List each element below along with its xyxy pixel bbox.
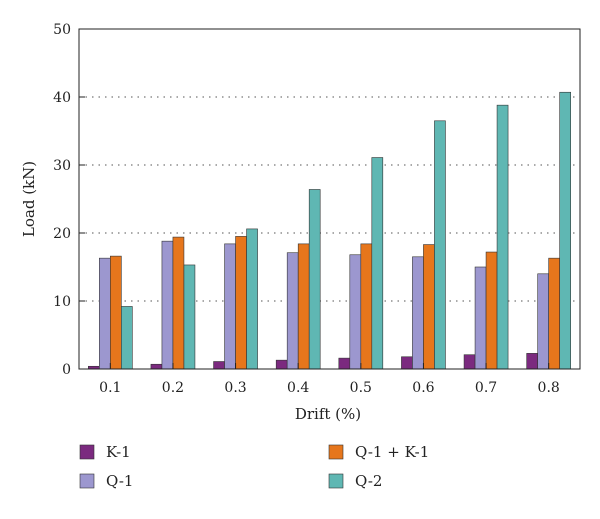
bar-q-2-0.7: [496, 104, 509, 370]
x-tick-label: 0.5: [350, 380, 372, 396]
y-axis-ticks: 0 10 20 30 40 50: [53, 22, 85, 378]
x-tick-label: 0.2: [162, 380, 184, 396]
bar-q-1-0.6: [412, 256, 424, 370]
x-axis-ticks: 0.1 0.2 0.3 0.4 0.5 0.6 0.7 0.8: [99, 363, 560, 396]
y-tick-label: 10: [53, 294, 71, 310]
legend-swatch: [79, 444, 95, 460]
bar-q-1-k-1-0.6: [423, 244, 435, 370]
bar-q-1-k-1-0.5: [360, 243, 373, 370]
legend-swatch: [328, 444, 344, 460]
x-tick-label: 0.8: [538, 380, 560, 396]
bar-q-1-0.7: [474, 266, 487, 370]
bar-q-1-k-1-0.2: [172, 236, 185, 370]
bar-q-2-0.4: [308, 189, 321, 370]
bar-k-1-0.2: [150, 363, 163, 370]
y-axis-label: Load (kN): [20, 161, 38, 237]
bar-q-2-0.6: [434, 120, 446, 370]
bar-q-2-0.5: [371, 157, 384, 370]
bar-k-1-0.7: [463, 354, 476, 370]
x-tick-label: 0.4: [287, 380, 309, 396]
y-tick-label: 0: [62, 362, 71, 378]
bar-k-1-0.4: [275, 359, 288, 370]
x-tick-label: 0.1: [99, 380, 121, 396]
y-tick-label: 50: [53, 22, 71, 38]
bar-q-1-0.2: [161, 240, 174, 370]
bar-k-1-0.8: [526, 353, 538, 370]
bar-q-1-0.3: [224, 243, 236, 370]
x-tick-label: 0.6: [412, 380, 434, 396]
bar-k-1-0.6: [401, 356, 413, 370]
bar-q-1-0.8: [537, 273, 549, 370]
bar-q-1-k-1-0.8: [548, 257, 560, 370]
legend: K-1 Q-1 + K-1 Q-1 Q-2: [79, 443, 429, 490]
legend-label: K-1: [106, 443, 131, 461]
bar-q-2-0.8: [559, 91, 571, 370]
bar-q-1-k-1-0.1: [110, 255, 122, 370]
bar-q-1-k-1-0.4: [297, 243, 310, 370]
bar-q-1-0.1: [99, 257, 111, 370]
bar-q-2-0.1: [121, 306, 133, 370]
x-tick-label: 0.3: [224, 380, 246, 396]
plot-frame: [78, 28, 581, 370]
bar-q-2-0.3: [246, 228, 258, 370]
legend-swatch: [328, 473, 344, 489]
legend-item-q-1: Q-1: [79, 472, 133, 490]
bar-q-1-0.4: [286, 252, 299, 370]
legend-label: Q-1: [106, 472, 133, 490]
bar-q-1-k-1-0.3: [235, 236, 247, 370]
legend-label: Q-1 + K-1: [355, 443, 429, 461]
legend-swatch: [79, 473, 95, 489]
bar-k-1-0.5: [338, 357, 351, 370]
bars: [88, 91, 571, 370]
legend-item-q-2: Q-2: [328, 472, 382, 490]
y-tick-label: 30: [53, 158, 71, 174]
x-axis-label: Drift (%): [295, 405, 361, 423]
bar-q-1-k-1-0.7: [485, 251, 498, 370]
bar-q-1-0.5: [349, 254, 362, 370]
bar-q-2-0.2: [183, 264, 196, 370]
legend-item-q-1-k-1: Q-1 + K-1: [328, 443, 429, 461]
y-tick-label: 40: [53, 90, 71, 106]
bar-k-1-0.3: [213, 361, 225, 370]
plot-border: [78, 28, 581, 370]
legend-item-k-1: K-1: [79, 443, 131, 461]
y-tick-label: 20: [53, 226, 71, 242]
x-tick-label: 0.7: [475, 380, 497, 396]
legend-label: Q-2: [355, 472, 382, 490]
